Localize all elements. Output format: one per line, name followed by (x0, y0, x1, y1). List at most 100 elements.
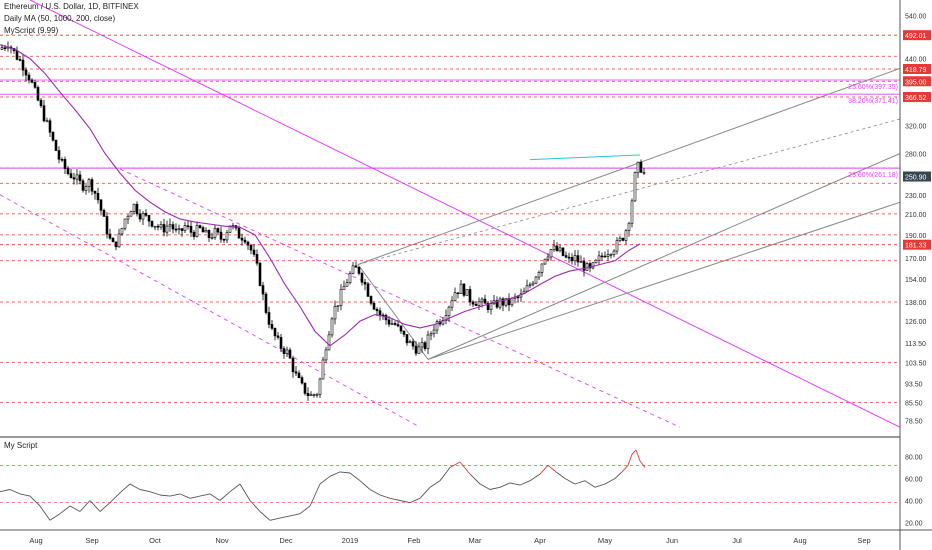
candle-up (534, 276, 538, 284)
osc-segment (39, 505, 51, 521)
oscillator-panel-label[interactable]: My Script (4, 441, 38, 450)
candle-up (141, 212, 145, 220)
osc-segment (49, 513, 61, 521)
osc-segment (199, 493, 211, 497)
candle-down (468, 289, 472, 303)
osc-segment (79, 500, 91, 512)
candle-up (591, 262, 595, 269)
candle-down (162, 224, 166, 233)
candle-up (459, 283, 463, 294)
candle-down (462, 283, 466, 296)
osc-segment (519, 480, 531, 486)
candle-up (558, 247, 562, 252)
candle-up (429, 333, 433, 336)
candle-down (90, 179, 94, 192)
indicator-ma-label[interactable]: Daily MA (50, 1000, 200, close) (4, 14, 116, 23)
candle-up (432, 329, 436, 334)
price-tick-label: 540.00 (905, 14, 927, 21)
osc-segment (219, 491, 231, 501)
osc-segment (99, 502, 111, 512)
candle-down (246, 241, 250, 246)
price-tick-label: 126.00 (905, 319, 927, 326)
chart-title: Ethereum / U.S. Dollar, 1D, BITFINEX (4, 2, 139, 11)
time-tick-label: Jul (732, 536, 742, 545)
candle-down (582, 261, 586, 271)
osc-segment (249, 500, 261, 512)
price-tick-label: 154.00 (905, 277, 927, 284)
candle-up (627, 222, 631, 231)
trendline-middle (119, 168, 681, 428)
candle-down (99, 199, 103, 211)
horizontal-levels (0, 34, 900, 403)
candle-down (60, 158, 64, 161)
time-tick-label: 2019 (342, 536, 359, 545)
candle-down (621, 237, 625, 241)
candle-down (306, 393, 310, 397)
candle-up (624, 230, 628, 241)
candle-down (303, 382, 307, 394)
osc-segment (584, 480, 596, 488)
candle-up (123, 218, 127, 229)
channel-upper (357, 67, 901, 265)
candle-down (639, 161, 643, 173)
candle-up (75, 174, 79, 180)
time-tick-label: May (598, 536, 612, 545)
candle-up (510, 297, 514, 306)
candle-down (576, 255, 580, 263)
time-tick-label: Mar (469, 536, 482, 545)
price-axis[interactable]: 540.00 492.01 440.00 418.79 395.00 366.52 320.… (903, 14, 931, 426)
candle-down (264, 293, 268, 313)
candle-down (216, 228, 220, 233)
candle-up (528, 284, 532, 287)
price-tick-label: 85.50 (905, 400, 923, 407)
candle-down (375, 308, 379, 312)
candle-down (405, 334, 409, 344)
price-tag-level (903, 239, 931, 250)
candle-up (345, 282, 349, 287)
candle-up (498, 298, 502, 308)
time-axis[interactable]: Aug Sep Oct Nov Dec 2019 Feb Mar Apr May Jun Jul Aug… (29, 536, 870, 545)
time-tick-label: Jun (666, 536, 678, 545)
candle-up (453, 292, 457, 302)
osc-segment (621, 464, 629, 473)
osc-segment (329, 471, 341, 477)
osc-segment (399, 500, 411, 504)
osc-segment (509, 482, 521, 486)
candle-up (390, 323, 394, 325)
candle-down (282, 348, 286, 354)
candle-down (357, 267, 361, 274)
candle-up (504, 298, 508, 306)
osc-segment (469, 473, 481, 485)
osc-segment (289, 513, 301, 517)
osc-segment (59, 505, 71, 515)
channel-lower (427, 201, 901, 360)
candle-up (465, 289, 469, 296)
price-tick-label: 181.33 (905, 243, 927, 250)
candle-down (186, 225, 190, 227)
oscillator-axis[interactable]: 80.00 60.00 40.00 20.00 (905, 455, 923, 528)
osc-segment (149, 491, 161, 496)
candle-down (471, 301, 475, 305)
candle-down (243, 239, 247, 243)
osc-segment (439, 467, 451, 481)
candle-down (147, 215, 151, 222)
candle-down (402, 330, 406, 335)
osc-segment (369, 489, 381, 496)
time-tick-label: Feb (408, 536, 421, 545)
candle-down (180, 228, 184, 231)
candle-down (36, 87, 40, 101)
candle-up (285, 349, 289, 354)
candle-down (54, 139, 58, 151)
candle-down (393, 323, 397, 325)
candle-up (120, 227, 124, 235)
candle-down (156, 225, 160, 228)
candle-down (300, 377, 304, 384)
candle-down (387, 319, 391, 325)
osc-segment (479, 483, 491, 490)
candle-down (249, 244, 253, 251)
price-tag-level (903, 30, 931, 41)
candle-up (642, 171, 646, 174)
osc-segment (189, 495, 201, 499)
candle-up (168, 224, 172, 227)
indicator-script-label[interactable]: MyScript (9.99) (4, 26, 59, 35)
